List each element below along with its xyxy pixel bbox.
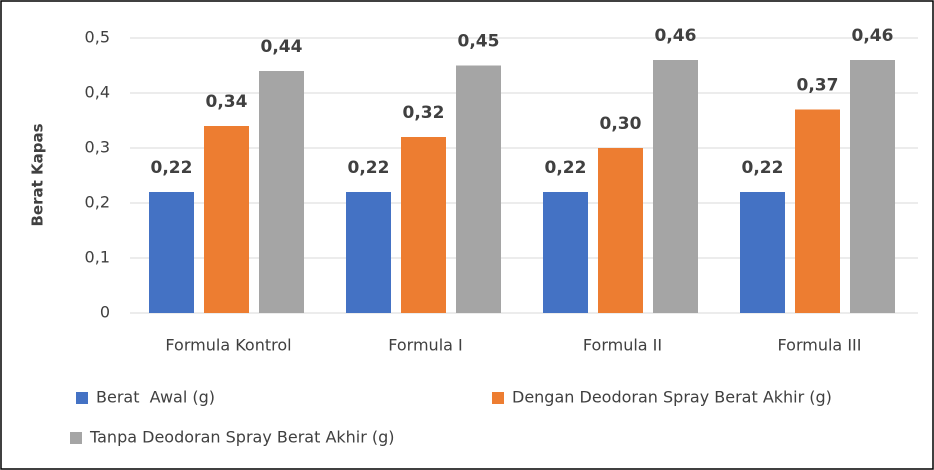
data-label: 0,45 bbox=[458, 32, 500, 52]
y-tick-label: 0 bbox=[100, 303, 110, 322]
data-label: 0,34 bbox=[206, 92, 248, 112]
x-tick-label: Formula Kontrol bbox=[165, 336, 291, 355]
bar bbox=[456, 65, 501, 313]
legend-label: Dengan Deodoran Spray Berat Akhir (g) bbox=[512, 388, 832, 407]
y-tick-label: 0,5 bbox=[85, 28, 110, 47]
data-label: 0,37 bbox=[797, 76, 839, 96]
bar bbox=[795, 109, 840, 313]
bar bbox=[850, 60, 895, 313]
bar bbox=[346, 192, 391, 313]
legend-label: Tanpa Deodoran Spray Berat Akhir (g) bbox=[89, 428, 395, 447]
data-label: 0,22 bbox=[348, 158, 390, 178]
bar bbox=[204, 126, 249, 313]
bar bbox=[740, 192, 785, 313]
x-tick-label: Formula III bbox=[778, 336, 862, 355]
legend-swatch bbox=[70, 432, 82, 444]
legend-swatch bbox=[76, 392, 88, 404]
data-label: 0,22 bbox=[151, 158, 193, 178]
y-tick-label: 0,1 bbox=[85, 248, 110, 267]
data-label: 0,32 bbox=[403, 103, 445, 123]
bar bbox=[149, 192, 194, 313]
data-label: 0,22 bbox=[742, 158, 784, 178]
x-tick-label: Formula I bbox=[388, 336, 463, 355]
legend-swatch bbox=[492, 392, 504, 404]
data-label: 0,44 bbox=[261, 37, 303, 57]
bar bbox=[259, 71, 304, 313]
bar bbox=[598, 148, 643, 313]
bar bbox=[653, 60, 698, 313]
data-label: 0,22 bbox=[545, 158, 587, 178]
y-tick-label: 0,2 bbox=[85, 193, 110, 212]
y-tick-label: 0,4 bbox=[85, 83, 110, 102]
x-tick-label: Formula II bbox=[583, 336, 662, 355]
bar bbox=[543, 192, 588, 313]
y-tick-label: 0,3 bbox=[85, 138, 110, 157]
data-label: 0,46 bbox=[655, 26, 697, 46]
legend-label: Berat Awal (g) bbox=[96, 388, 215, 407]
data-label: 0,46 bbox=[852, 26, 894, 46]
data-label: 0,30 bbox=[600, 114, 642, 134]
bar bbox=[401, 137, 446, 313]
y-axis-label: Berat Kapas bbox=[29, 123, 47, 226]
